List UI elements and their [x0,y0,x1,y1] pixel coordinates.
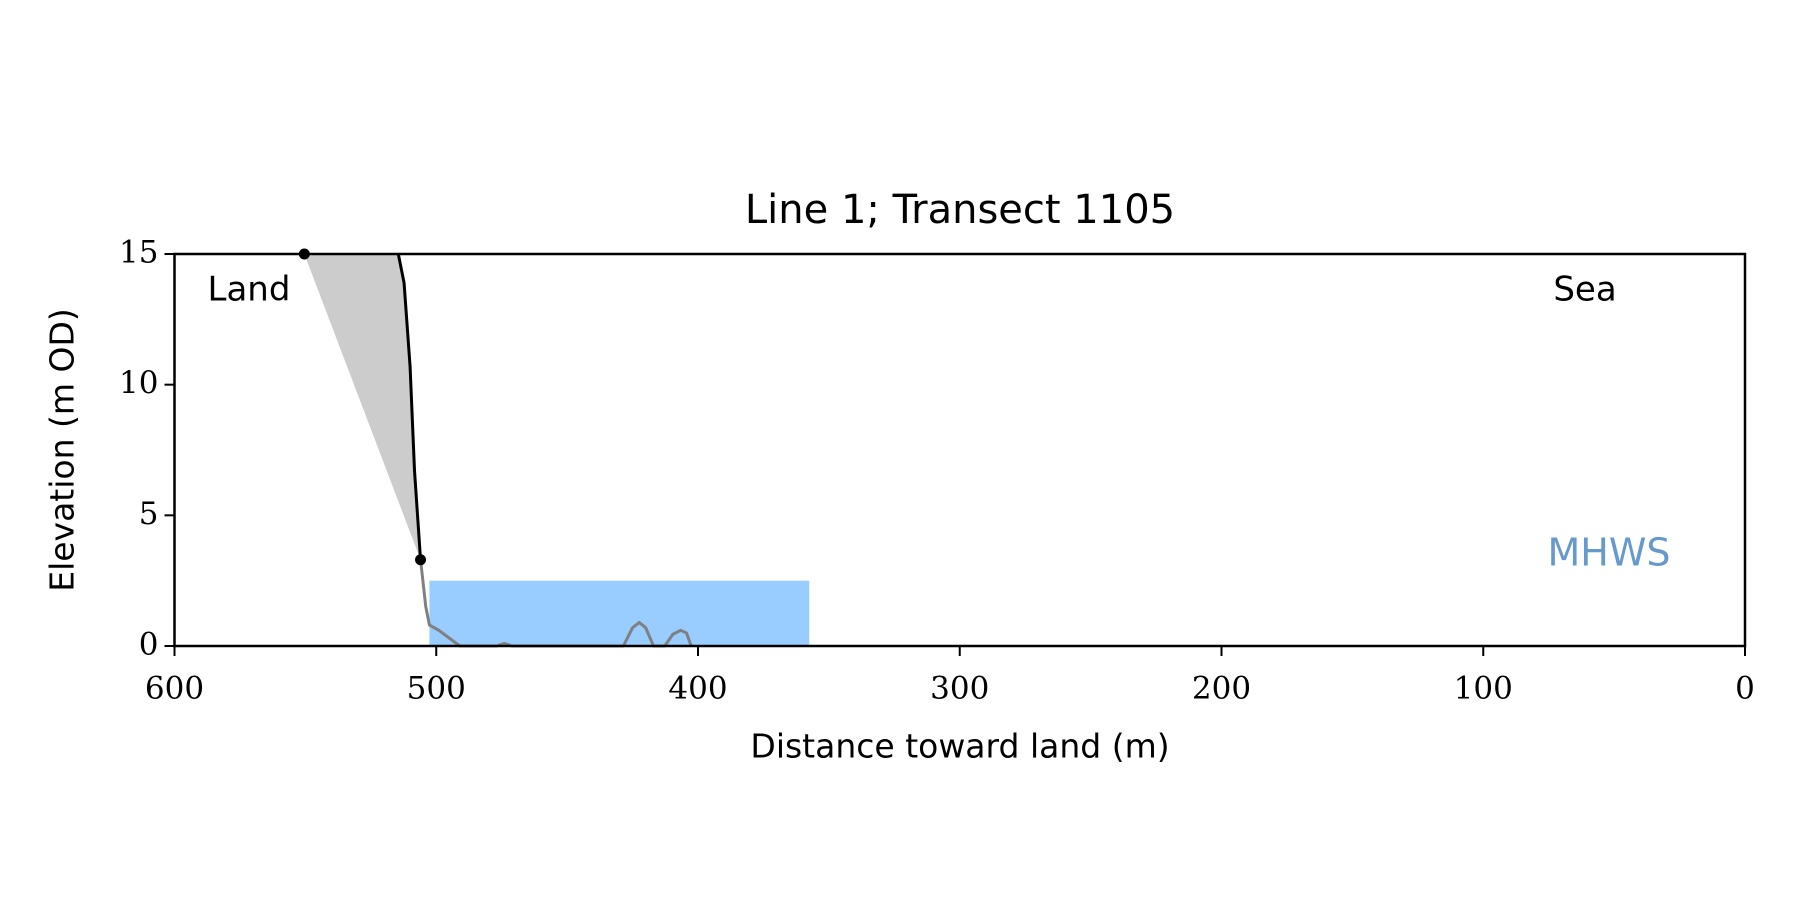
y-axis-label: Elevation (m OD) [43,308,82,592]
annotation: MHWS [1547,531,1670,575]
x-tick-label: 100 [1454,671,1513,707]
x-tick-label: 500 [407,671,466,707]
x-tick-label: 600 [145,671,204,707]
x-tick-label: 400 [668,671,727,707]
x-tick-label: 300 [930,671,989,707]
annotation: Land [208,270,291,310]
annotation: Sea [1553,270,1616,310]
x-tick-label: 200 [1192,671,1251,707]
x-tick-label: 0 [1735,671,1755,707]
y-tick-label: 5 [139,496,159,532]
chart-title: Line 1; Transect 1105 [745,187,1175,233]
y-tick-label: 0 [139,627,159,663]
profile-line [396,253,423,560]
x-axis-label: Distance toward land (m) [750,727,1169,766]
profile-line [419,559,693,648]
y-tick-label: 10 [119,365,158,401]
mhws-band [429,580,810,646]
profile-point [415,554,427,566]
y-tick-label: 15 [119,235,158,271]
retreat-area [304,254,421,560]
